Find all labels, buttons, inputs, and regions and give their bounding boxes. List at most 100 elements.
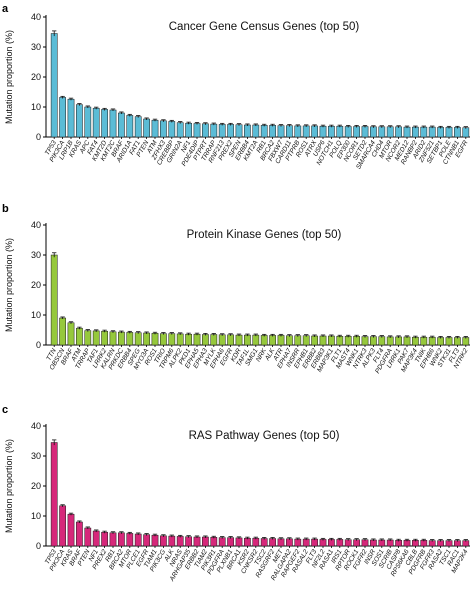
y-tick-label: 30 bbox=[31, 250, 41, 260]
bar bbox=[328, 125, 335, 138]
bar bbox=[319, 335, 327, 346]
y-axis-label: Mutation proportion (%) bbox=[4, 238, 14, 332]
bar bbox=[185, 536, 192, 547]
bar bbox=[252, 537, 260, 547]
bar bbox=[244, 537, 251, 547]
panel-letter: a bbox=[2, 3, 9, 15]
bar bbox=[395, 126, 402, 138]
bar bbox=[311, 335, 318, 346]
bar bbox=[210, 123, 218, 138]
bar bbox=[244, 124, 251, 138]
bar bbox=[76, 521, 83, 547]
bar bbox=[92, 330, 100, 346]
bar bbox=[269, 538, 276, 547]
bar bbox=[59, 505, 66, 547]
bar bbox=[294, 335, 302, 346]
bar bbox=[50, 33, 58, 138]
bar bbox=[67, 98, 75, 138]
y-tick-label: 30 bbox=[31, 42, 41, 52]
bar bbox=[67, 322, 75, 346]
bar bbox=[134, 332, 142, 346]
bar bbox=[118, 112, 125, 138]
bar bbox=[462, 337, 470, 346]
bar bbox=[395, 336, 402, 346]
bar bbox=[378, 126, 386, 138]
bar bbox=[143, 118, 150, 138]
bar bbox=[210, 537, 218, 547]
bar bbox=[386, 126, 394, 138]
bar bbox=[454, 337, 461, 346]
bar bbox=[59, 97, 66, 138]
bar bbox=[101, 531, 108, 547]
bar bbox=[286, 125, 293, 138]
bar bbox=[428, 336, 436, 346]
y-tick-label: 40 bbox=[31, 12, 41, 22]
bar bbox=[344, 336, 352, 346]
bar bbox=[260, 125, 268, 138]
y-tick-label: 0 bbox=[36, 340, 41, 350]
bar bbox=[252, 124, 260, 138]
bar bbox=[151, 119, 159, 138]
bar bbox=[92, 107, 100, 138]
bar bbox=[437, 337, 444, 346]
bar bbox=[168, 535, 176, 547]
bar bbox=[151, 534, 159, 547]
bar bbox=[202, 334, 209, 346]
bar bbox=[151, 333, 159, 346]
bar bbox=[286, 335, 293, 346]
bar bbox=[218, 334, 226, 346]
bar bbox=[227, 537, 234, 547]
y-tick-label: 10 bbox=[31, 102, 41, 112]
bar bbox=[126, 533, 134, 547]
bar bbox=[101, 109, 108, 138]
bar bbox=[210, 334, 218, 346]
chart-title: Cancer Gene Census Genes (top 50) bbox=[169, 21, 360, 33]
bar bbox=[126, 115, 134, 138]
bar bbox=[445, 337, 453, 346]
bar bbox=[428, 126, 436, 138]
bar bbox=[277, 335, 285, 346]
bar bbox=[235, 124, 243, 138]
y-tick-label: 40 bbox=[31, 220, 41, 230]
bar bbox=[50, 442, 58, 547]
bar bbox=[185, 333, 192, 346]
bar bbox=[193, 333, 201, 346]
bar bbox=[412, 336, 419, 346]
bar bbox=[319, 125, 327, 138]
bar bbox=[336, 125, 344, 138]
bar bbox=[370, 126, 377, 138]
y-tick-label: 10 bbox=[31, 310, 41, 320]
bar bbox=[84, 106, 92, 138]
bar bbox=[286, 538, 293, 547]
bar bbox=[176, 333, 184, 346]
bar bbox=[227, 124, 234, 138]
bar bbox=[244, 334, 251, 346]
bar bbox=[370, 336, 377, 346]
bar bbox=[445, 127, 453, 138]
bar bbox=[92, 530, 100, 547]
bar bbox=[336, 336, 344, 346]
bar bbox=[176, 536, 184, 547]
bar bbox=[437, 127, 444, 138]
bar bbox=[202, 536, 209, 547]
bar bbox=[412, 126, 419, 138]
bar bbox=[143, 534, 150, 547]
bar bbox=[218, 124, 226, 138]
bar bbox=[227, 334, 234, 346]
bar bbox=[176, 122, 184, 138]
bar bbox=[126, 332, 134, 346]
bar bbox=[294, 125, 302, 138]
bar bbox=[185, 122, 192, 138]
y-tick-label: 0 bbox=[36, 132, 41, 142]
bar bbox=[361, 126, 369, 138]
bar bbox=[260, 538, 268, 547]
bar bbox=[76, 104, 83, 138]
chart-title: Protein Kinase Genes (top 50) bbox=[187, 229, 342, 241]
y-axis-label: Mutation proportion (%) bbox=[4, 30, 14, 124]
bar bbox=[168, 333, 176, 346]
bar bbox=[378, 336, 386, 346]
y-tick-label: 20 bbox=[31, 72, 41, 82]
bar bbox=[462, 127, 470, 138]
bar bbox=[260, 335, 268, 346]
